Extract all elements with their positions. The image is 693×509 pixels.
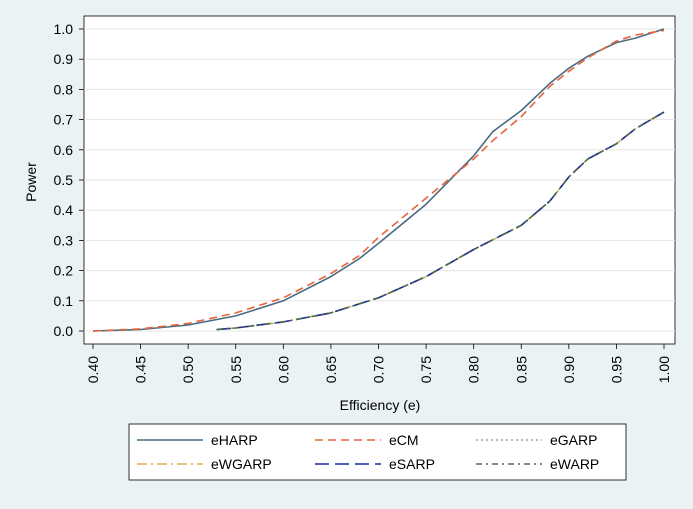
legend-box [128,423,627,481]
y-tick-label: 0.0 [54,323,74,339]
x-tick-label: 0.60 [275,356,291,383]
series-line-eHARP [92,28,665,332]
x-axis-label: Efficiency (e) [340,397,421,413]
y-tick-label: 0.3 [54,232,74,248]
x-tick-label: 1.00 [656,356,672,383]
x-tick-label: 0.95 [608,356,624,383]
series-line-eWARP [216,111,665,331]
grid-lines [84,28,675,332]
y-tick-label: 0.1 [54,293,74,309]
x-tick-label: 0.90 [561,356,577,383]
x-tick-label: 0.75 [418,356,434,383]
x-tick-label: 0.45 [133,356,149,383]
series-lines [92,28,665,332]
legend-label: eGARP [550,432,597,448]
y-tick-label: 0.2 [54,263,74,279]
series-line-eCM [92,29,665,332]
legend: eHARP eCM eGARP eWGARP eSARP eWARP [137,432,599,472]
legend-label: eCM [389,432,419,448]
y-axis-label: Power [23,162,39,202]
x-tick-label: 0.85 [513,356,529,383]
y-axis: 0.0 0.1 0.2 0.3 0.4 0.5 0.6 0.7 0.8 0.9 1.0 [54,21,84,339]
y-tick-label: 0.8 [54,81,74,97]
x-tick-label: 0.70 [371,356,387,383]
x-tick-label: 0.65 [323,356,339,383]
y-tick-label: 0.7 [54,112,74,128]
y-tick-label: 1.0 [54,21,74,37]
y-tick-label: 0.6 [54,142,74,158]
y-tick-label: 0.5 [54,172,74,188]
legend-label: eWARP [550,456,599,472]
x-tick-label: 0.80 [466,356,482,383]
legend-label: eWGARP [211,456,272,472]
y-tick-label: 0.4 [54,202,74,218]
legend-label: eSARP [389,456,435,472]
x-axis: 0.40 0.45 0.50 0.55 0.60 0.65 0.70 0.75 0.80 0.85… [85,344,672,383]
x-tick-label: 0.55 [228,356,244,383]
legend-label: eHARP [211,432,258,448]
x-tick-label: 0.40 [85,356,101,383]
y-tick-label: 0.9 [54,51,74,67]
x-tick-label: 0.50 [180,356,196,383]
